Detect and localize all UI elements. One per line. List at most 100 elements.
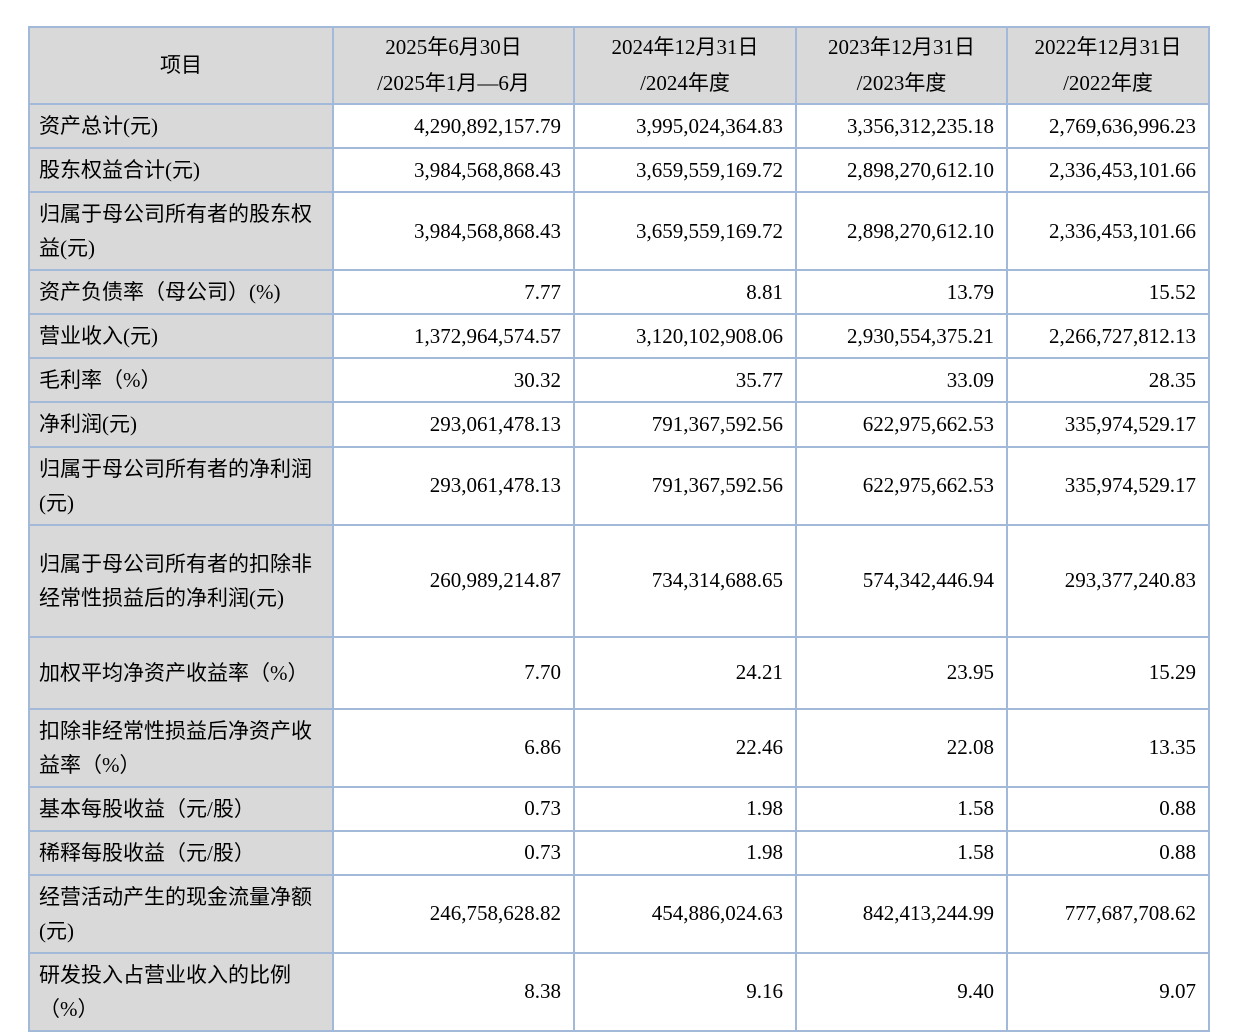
- row-label: 归属于母公司所有者的扣除非经常性损益后的净利润(元): [28, 523, 334, 638]
- table-row: 归属于母公司所有者的扣除非经常性损益后的净利润(元) 260,989,214.87…: [28, 523, 1210, 638]
- row-value: 293,061,478.13: [332, 401, 575, 448]
- financial-summary-table: 项目 2025年6月30日 /2025年1月—6月 2024年12月31日 /2…: [28, 25, 1210, 1032]
- row-value: 3,995,024,364.83: [573, 103, 797, 150]
- row-value: 1.58: [795, 829, 1008, 876]
- row-value: 9.40: [795, 951, 1008, 1032]
- row-value: 293,377,240.83: [1006, 523, 1210, 638]
- row-value: 3,659,559,169.72: [573, 191, 797, 272]
- row-label: 资产负债率（母公司）(%): [28, 269, 334, 316]
- row-value: 24.21: [573, 635, 797, 710]
- row-label: 营业收入(元): [28, 313, 334, 360]
- table-row: 净利润(元) 293,061,478.13 791,367,592.56 622,97…: [28, 401, 1210, 448]
- row-label: 归属于母公司所有者的股东权益(元): [28, 191, 334, 272]
- row-value: 30.32: [332, 357, 575, 404]
- row-value: 260,989,214.87: [332, 523, 575, 638]
- row-value: 3,356,312,235.18: [795, 103, 1008, 150]
- row-label: 研发投入占营业收入的比例（%）: [28, 951, 334, 1032]
- row-value: 8.38: [332, 951, 575, 1032]
- column-header-item: 项目: [28, 25, 334, 106]
- row-value: 335,974,529.17: [1006, 445, 1210, 526]
- table-header: 项目 2025年6月30日 /2025年1月—6月 2024年12月31日 /2…: [28, 25, 1210, 106]
- row-value: 335,974,529.17: [1006, 401, 1210, 448]
- row-label: 归属于母公司所有者的净利润(元): [28, 445, 334, 526]
- row-value: 2,898,270,612.10: [795, 147, 1008, 194]
- table-row: 股东权益合计(元) 3,984,568,868.43 3,659,559,169.7…: [28, 147, 1210, 194]
- column-header-period-2025: 2025年6月30日 /2025年1月—6月: [332, 25, 575, 106]
- row-label: 基本每股收益（元/股）: [28, 785, 334, 832]
- row-value: 622,975,662.53: [795, 445, 1008, 526]
- row-value: 842,413,244.99: [795, 873, 1008, 954]
- row-value: 15.52: [1006, 269, 1210, 316]
- row-value: 13.35: [1006, 707, 1210, 788]
- period-line1: 2023年12月31日: [828, 35, 975, 59]
- period-line2: /2023年度: [856, 70, 947, 95]
- row-value: 2,336,453,101.66: [1006, 191, 1210, 272]
- row-label: 毛利率（%）: [28, 357, 334, 404]
- table-row: 稀释每股收益（元/股） 0.73 1.98 1.58 0.88: [28, 829, 1210, 876]
- row-label: 加权平均净资产收益率（%）: [28, 635, 334, 710]
- table-row: 归属于母公司所有者的净利润(元) 293,061,478.13 791,367,59…: [28, 445, 1210, 526]
- row-label: 股东权益合计(元): [28, 147, 334, 194]
- period-line1: 2024年12月31日: [611, 35, 759, 59]
- row-label: 净利润(元): [28, 401, 334, 448]
- row-value: 3,984,568,868.43: [332, 147, 575, 194]
- row-value: 454,886,024.63: [573, 873, 797, 954]
- table-row: 毛利率（%） 30.32 35.77 33.09 28.35: [28, 357, 1210, 404]
- row-label: 扣除非经常性损益后净资产收益率（%）: [28, 707, 334, 788]
- table-row: 归属于母公司所有者的股东权益(元) 3,984,568,868.43 3,659,5…: [28, 191, 1210, 272]
- period-line1: 2022年12月31日: [1034, 35, 1182, 59]
- row-value: 0.73: [332, 829, 575, 876]
- table-row: 加权平均净资产收益率（%） 7.70 24.21 23.95 15.29: [28, 635, 1210, 710]
- row-value: 1.98: [573, 829, 797, 876]
- period-line2: /2022年度: [1063, 70, 1153, 95]
- row-value: 2,336,453,101.66: [1006, 147, 1210, 194]
- row-value: 293,061,478.13: [332, 445, 575, 526]
- row-value: 28.35: [1006, 357, 1210, 404]
- row-value: 3,120,102,908.06: [573, 313, 797, 360]
- row-value: 0.73: [332, 785, 575, 832]
- row-value: 574,342,446.94: [795, 523, 1008, 638]
- row-value: 35.77: [573, 357, 797, 404]
- row-value: 246,758,628.82: [332, 873, 575, 954]
- row-value: 6.86: [332, 707, 575, 788]
- row-value: 23.95: [795, 635, 1008, 710]
- row-value: 7.77: [332, 269, 575, 316]
- table-row: 资产总计(元) 4,290,892,157.79 3,995,024,364.83 3…: [28, 103, 1210, 150]
- row-value: 0.88: [1006, 785, 1210, 832]
- row-value: 15.29: [1006, 635, 1210, 710]
- table-row: 营业收入(元) 1,372,964,574.57 3,120,102,908.06 2…: [28, 313, 1210, 360]
- row-value: 9.07: [1006, 951, 1210, 1032]
- table-row: 资产负债率（母公司）(%) 7.77 8.81 13.79 15.52: [28, 269, 1210, 316]
- row-value: 22.08: [795, 707, 1008, 788]
- row-value: 22.46: [573, 707, 797, 788]
- row-label: 稀释每股收益（元/股）: [28, 829, 334, 876]
- row-value: 1.58: [795, 785, 1008, 832]
- row-value: 3,659,559,169.72: [573, 147, 797, 194]
- row-value: 777,687,708.62: [1006, 873, 1210, 954]
- table-row: 基本每股收益（元/股） 0.73 1.98 1.58 0.88: [28, 785, 1210, 832]
- row-value: 791,367,592.56: [573, 401, 797, 448]
- row-value: 1.98: [573, 785, 797, 832]
- row-value: 2,898,270,612.10: [795, 191, 1008, 272]
- row-value: 3,984,568,868.43: [332, 191, 575, 272]
- period-line1: 2025年6月30日: [385, 35, 522, 59]
- row-value: 0.88: [1006, 829, 1210, 876]
- row-value: 2,266,727,812.13: [1006, 313, 1210, 360]
- row-value: 13.79: [795, 269, 1008, 316]
- column-header-period-2022: 2022年12月31日 /2022年度: [1006, 25, 1210, 106]
- column-header-period-2024: 2024年12月31日 /2024年度: [573, 25, 797, 106]
- column-header-period-2023: 2023年12月31日 /2023年度: [795, 25, 1008, 106]
- row-value: 4,290,892,157.79: [332, 103, 575, 150]
- period-line2: /2025年1月—6月: [377, 70, 530, 95]
- row-value: 791,367,592.56: [573, 445, 797, 526]
- table-body: 资产总计(元) 4,290,892,157.79 3,995,024,364.83 3…: [28, 103, 1210, 1032]
- financial-summary-section: 项目 2025年6月30日 /2025年1月—6月 2024年12月31日 /2…: [28, 25, 1210, 1032]
- row-value: 7.70: [332, 635, 575, 710]
- row-value: 622,975,662.53: [795, 401, 1008, 448]
- row-value: 2,769,636,996.23: [1006, 103, 1210, 150]
- row-value: 9.16: [573, 951, 797, 1032]
- table-row: 经营活动产生的现金流量净额(元) 246,758,628.82 454,886,02…: [28, 873, 1210, 954]
- header-row: 项目 2025年6月30日 /2025年1月—6月 2024年12月31日 /2…: [28, 25, 1210, 106]
- period-line2: /2024年度: [640, 70, 730, 95]
- row-value: 1,372,964,574.57: [332, 313, 575, 360]
